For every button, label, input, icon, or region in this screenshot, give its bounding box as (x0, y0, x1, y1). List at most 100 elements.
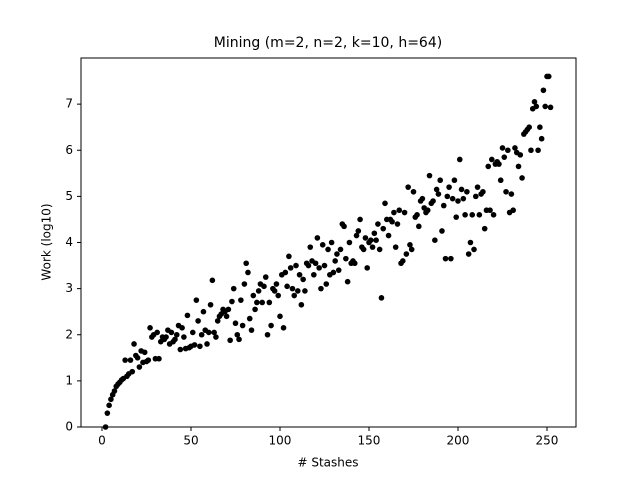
point (334, 251, 340, 257)
point (131, 341, 137, 347)
point (499, 145, 506, 151)
point (389, 218, 395, 225)
point (474, 184, 481, 190)
point (433, 186, 440, 193)
point (462, 212, 468, 218)
point (367, 237, 374, 243)
point (154, 329, 160, 336)
point (261, 283, 267, 290)
point (127, 357, 134, 363)
point (259, 299, 265, 306)
point (254, 299, 260, 306)
y-tick-label: 6 (65, 143, 73, 157)
point (330, 269, 337, 276)
point (314, 235, 321, 241)
point (305, 262, 312, 269)
point (302, 288, 308, 294)
point (172, 336, 178, 343)
point (485, 163, 492, 170)
point (318, 285, 324, 292)
point (400, 258, 406, 264)
point (535, 147, 541, 154)
point (408, 246, 415, 253)
point (245, 269, 251, 276)
point (284, 283, 290, 290)
point (501, 154, 508, 160)
point (446, 184, 452, 190)
point (442, 255, 449, 262)
point (198, 331, 205, 338)
point (248, 327, 255, 333)
point (163, 334, 169, 340)
point (286, 253, 292, 260)
point (213, 334, 219, 340)
point (380, 225, 387, 232)
point (341, 223, 347, 230)
point (448, 255, 454, 262)
point (145, 357, 152, 363)
point (401, 209, 408, 216)
point (467, 239, 474, 246)
point (205, 329, 212, 336)
point (343, 255, 349, 262)
point (360, 246, 367, 253)
point (497, 177, 504, 184)
point (195, 318, 201, 324)
point (476, 212, 483, 218)
x-axis-label: # Stashes (297, 456, 358, 470)
point (542, 103, 549, 110)
point (396, 207, 403, 214)
point (480, 188, 486, 195)
point (435, 191, 442, 197)
x-tick-label: 200 (447, 434, 470, 448)
point (458, 186, 465, 193)
point (277, 313, 283, 320)
point (547, 104, 554, 111)
point (328, 239, 335, 246)
point (424, 207, 431, 214)
point (481, 225, 488, 232)
point (538, 135, 545, 142)
point (449, 195, 456, 202)
point (378, 295, 385, 301)
y-tick-label: 5 (65, 189, 73, 203)
point (355, 228, 362, 234)
point (238, 297, 244, 303)
point (510, 207, 516, 214)
point (141, 349, 148, 356)
point (252, 306, 258, 313)
point (122, 357, 128, 363)
point (189, 329, 196, 336)
point (407, 242, 413, 248)
point (382, 200, 388, 207)
point (519, 175, 525, 181)
point (353, 232, 360, 239)
point (453, 214, 460, 220)
point (136, 364, 143, 370)
point (234, 331, 241, 338)
point (444, 193, 451, 200)
point (214, 318, 221, 324)
point (294, 288, 301, 294)
point (419, 195, 426, 202)
point (280, 325, 287, 331)
point (351, 260, 358, 267)
point (526, 124, 532, 130)
point (239, 322, 246, 329)
point (193, 297, 200, 303)
x-tick-label: 250 (536, 434, 559, 448)
point (264, 331, 271, 338)
point (512, 145, 518, 151)
point (489, 156, 495, 163)
point (456, 156, 463, 163)
chart-title: Mining (m=2, n=2, k=10, h=64) (214, 35, 442, 51)
point (312, 260, 319, 267)
point (528, 147, 534, 154)
point (508, 191, 515, 197)
point (291, 292, 298, 299)
point (515, 163, 522, 170)
point (414, 212, 420, 218)
point (344, 278, 351, 285)
point (273, 281, 280, 287)
